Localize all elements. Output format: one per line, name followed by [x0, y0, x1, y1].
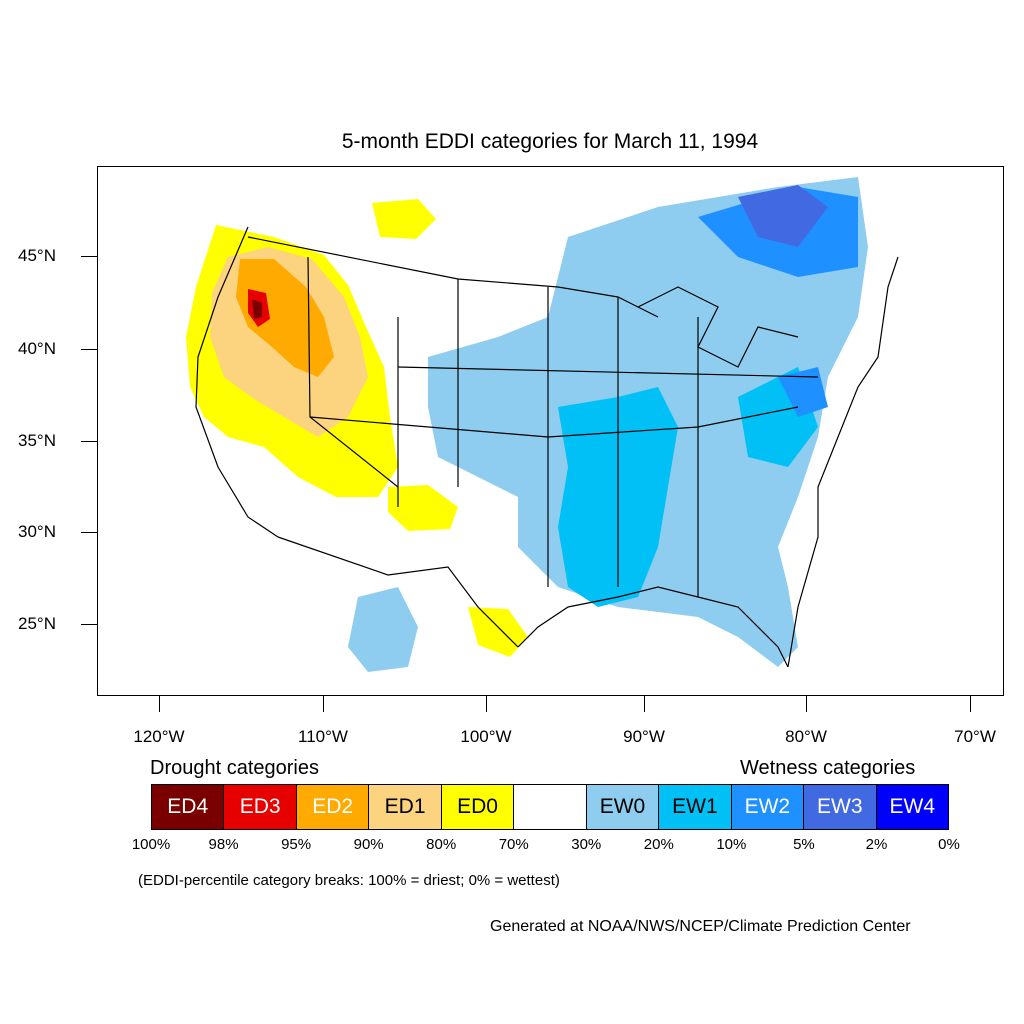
lon-label: 70°W — [954, 727, 996, 746]
legend-cell-ed1: ED1 — [369, 785, 442, 829]
lon-label: 80°W — [785, 727, 827, 746]
west-coast — [195, 226, 279, 538]
gulf-coast — [517, 586, 789, 668]
legend-cell-neutral — [514, 785, 587, 829]
legend-cell-ew0: EW0 — [586, 785, 660, 829]
legend-cell-ew1: EW1 — [659, 785, 732, 829]
lon-label: 110°W — [298, 727, 348, 746]
percent-break-label: 5% — [793, 836, 815, 853]
drought-shading — [186, 199, 528, 657]
east-coast — [787, 256, 899, 668]
percent-break-label: 80% — [426, 836, 457, 853]
map-panel — [97, 166, 1004, 696]
lat-label: 25°N — [18, 614, 56, 633]
percent-break-label: 100% — [131, 836, 171, 853]
legend-cell-ed2: ED2 — [296, 785, 370, 829]
boundaries — [195, 226, 899, 668]
lon-tick — [486, 696, 487, 712]
legend-cell-ew3: EW3 — [804, 785, 877, 829]
lon-label: 90°W — [623, 727, 665, 746]
state-line-7 — [309, 406, 799, 438]
lon-label: 100°W — [460, 727, 512, 746]
great-lakes — [637, 286, 799, 368]
region-ew3-quebec — [738, 185, 828, 247]
wetness-shading — [348, 177, 868, 672]
region-ed0-southwest — [388, 485, 458, 531]
eddi-map — [186, 177, 899, 672]
state-line-8 — [397, 366, 819, 378]
percent-break-label: 70% — [498, 836, 529, 853]
lon-label: 120°W — [133, 727, 185, 746]
lat-label: 35°N — [18, 431, 56, 450]
percent-break-label: 10% — [716, 836, 747, 853]
region-ew2-midatlantic — [778, 367, 828, 417]
lat-label: 40°N — [18, 339, 56, 358]
wetness-heading: Wetness categories — [740, 757, 916, 779]
legend-cell-ed4: ED4 — [152, 785, 225, 829]
percent-break-label: 0% — [938, 836, 960, 853]
region-ed0-texas — [468, 607, 528, 657]
map-title: 5-month EDDI categories for March 11, 19… — [341, 130, 759, 153]
drought-heading: Drought categories — [150, 757, 319, 779]
us-mexico-border — [277, 536, 519, 648]
lat-tick — [81, 441, 97, 442]
legend-cell-ew4: EW4 — [876, 785, 948, 829]
credit-text: Generated at NOAA/NWS/NCEP/Climate Predi… — [490, 918, 911, 935]
region-ew0-mexico — [348, 587, 418, 672]
category-note: (EDDI-percentile category breaks: 100% =… — [138, 872, 560, 889]
legend-cell-ew2: EW2 — [731, 785, 805, 829]
legend-color-bar: ED4 ED3 ED2 ED1 ED0 EW0 EW1 EW2 EW3 EW4 — [151, 784, 949, 830]
percent-break-label: 98% — [208, 836, 239, 853]
lat-tick — [81, 349, 97, 350]
percent-break-label: 30% — [571, 836, 602, 853]
lat-label: 45°N — [18, 246, 56, 265]
region-ed4-west — [252, 299, 262, 319]
lon-tick — [806, 696, 807, 712]
lat-tick — [81, 532, 97, 533]
percent-break-label: 90% — [353, 836, 384, 853]
region-ed0-north — [372, 199, 436, 239]
lat-tick — [81, 256, 97, 257]
lat-label: 30°N — [18, 522, 56, 541]
lon-tick — [323, 696, 324, 712]
lon-tick — [970, 696, 971, 712]
lat-tick — [81, 624, 97, 625]
lon-tick — [644, 696, 645, 712]
legend-cell-ed0: ED0 — [441, 785, 515, 829]
percent-break-label: 2% — [865, 836, 888, 853]
lon-tick — [159, 696, 160, 712]
us-canada-border — [247, 236, 659, 318]
percent-break-label: 20% — [643, 836, 674, 853]
legend-cell-ed3: ED3 — [224, 785, 297, 829]
percent-break-label: 95% — [281, 836, 312, 853]
